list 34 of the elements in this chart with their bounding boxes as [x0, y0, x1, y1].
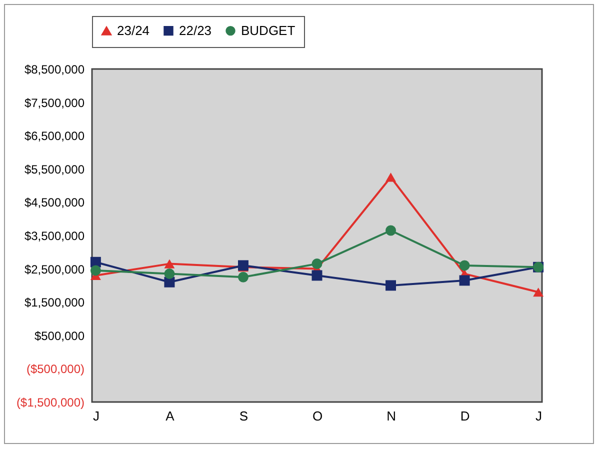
y-tick-label: $6,500,000 [24, 129, 85, 144]
point [459, 260, 470, 271]
y-tick-label: $8,500,000 [24, 62, 85, 76]
y-tick-label: $7,500,000 [24, 96, 85, 110]
point [459, 275, 470, 286]
point [312, 270, 322, 281]
x-tick-label: D [460, 408, 470, 424]
point [164, 268, 175, 280]
y-tick-label: $4,500,000 [24, 196, 85, 210]
legend-label: BUDGET [241, 22, 296, 38]
x-tick-label: A [166, 408, 175, 424]
x-tick-label: S [239, 408, 248, 424]
y-tick-label: $3,500,000 [24, 229, 85, 243]
x-tick-label: J [536, 408, 542, 424]
y-tick-label: $1,500,000 [24, 296, 85, 310]
point [164, 259, 175, 268]
y-tick-label: $500,000 [34, 328, 85, 343]
point [533, 288, 544, 297]
point [238, 272, 248, 282]
x-tick-label: N [386, 408, 396, 424]
y-tick-label: ($500,000) [26, 362, 84, 376]
point [312, 258, 322, 270]
point [238, 260, 248, 271]
y-tick-label: $5,500,000 [24, 162, 85, 176]
legend-label: 23/24 [117, 23, 150, 38]
x-tick-label: O [312, 408, 323, 424]
x-tick-label: J [92, 408, 100, 424]
y-tick-label: ($1,500,000) [16, 396, 84, 410]
point [90, 265, 101, 276]
y-tick-label: $2,500,000 [24, 262, 85, 276]
point [386, 225, 396, 236]
point [386, 172, 396, 182]
point [386, 280, 396, 291]
legend-label: 22/23 [179, 22, 212, 38]
